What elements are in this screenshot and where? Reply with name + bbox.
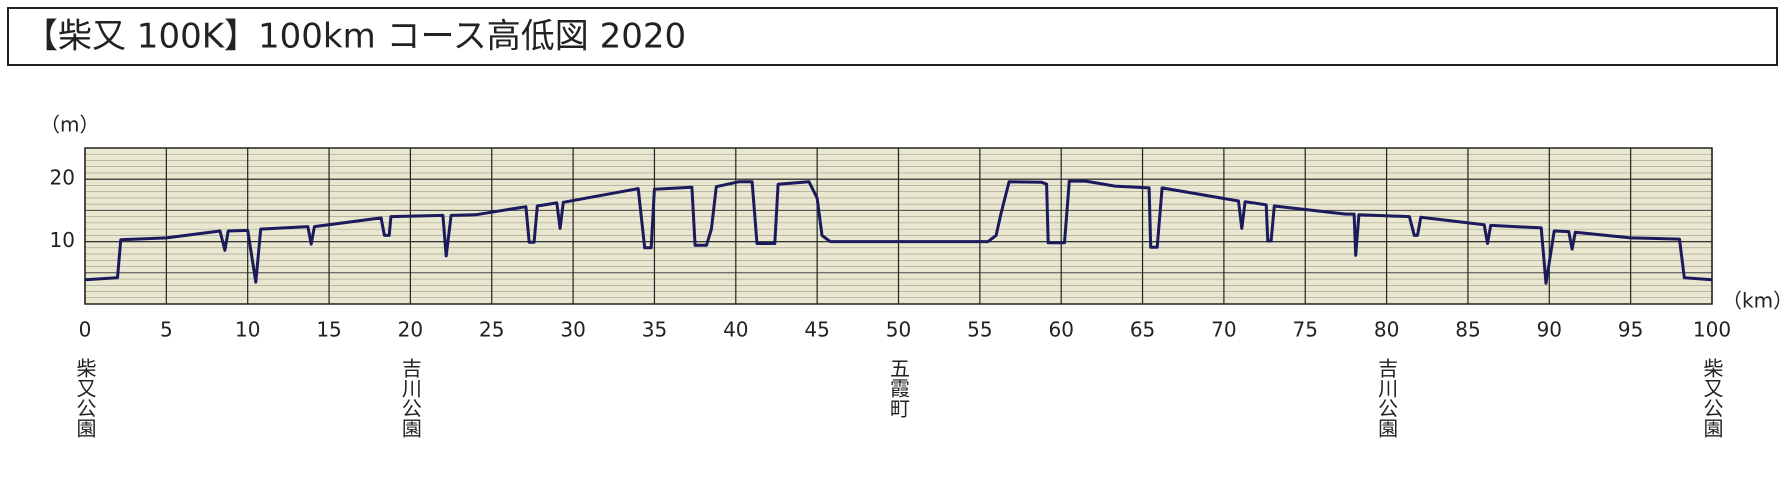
plot-frame	[84, 147, 1713, 305]
x-tick-label: 20	[398, 318, 423, 342]
x-tick-label: 55	[967, 318, 992, 342]
x-tick-label: 10	[235, 318, 260, 342]
x-tick-label: 40	[723, 318, 748, 342]
location-label: 柴又公園	[1700, 358, 1724, 438]
x-tick-label: 90	[1537, 318, 1562, 342]
x-tick-label: 30	[560, 318, 585, 342]
y-tick-label: 20	[50, 166, 75, 190]
x-tick-label: 95	[1618, 318, 1643, 342]
x-unit: （km）	[1722, 289, 1780, 313]
x-tick-label: 35	[642, 318, 667, 342]
location-label: 柴又公園	[73, 358, 97, 438]
x-tick-label: 5	[160, 318, 173, 342]
location-label: 五霞町	[887, 358, 911, 418]
y-tick-label: 10	[50, 228, 75, 252]
x-tick-label: 100	[1693, 318, 1731, 342]
x-tick-label: 60	[1048, 318, 1073, 342]
x-tick-label: 25	[479, 318, 504, 342]
x-tick-label: 0	[79, 318, 92, 342]
location-label: 吉川公園	[1375, 358, 1399, 438]
x-tick-label: 80	[1374, 318, 1399, 342]
x-tick-label: 15	[316, 318, 341, 342]
x-tick-label: 50	[886, 318, 911, 342]
x-tick-label: 45	[804, 318, 829, 342]
y-unit: （m）	[40, 113, 99, 137]
x-tick-label: 70	[1211, 318, 1236, 342]
x-tick-label: 65	[1130, 318, 1155, 342]
location-label: 吉川公園	[398, 358, 422, 438]
x-tick-label: 75	[1293, 318, 1318, 342]
x-tick-label: 85	[1455, 318, 1480, 342]
elevation-line	[84, 179, 1713, 285]
chart-title: 【柴又 100K】100km コース高低図 2020	[24, 17, 686, 57]
title-box	[7, 7, 1778, 66]
